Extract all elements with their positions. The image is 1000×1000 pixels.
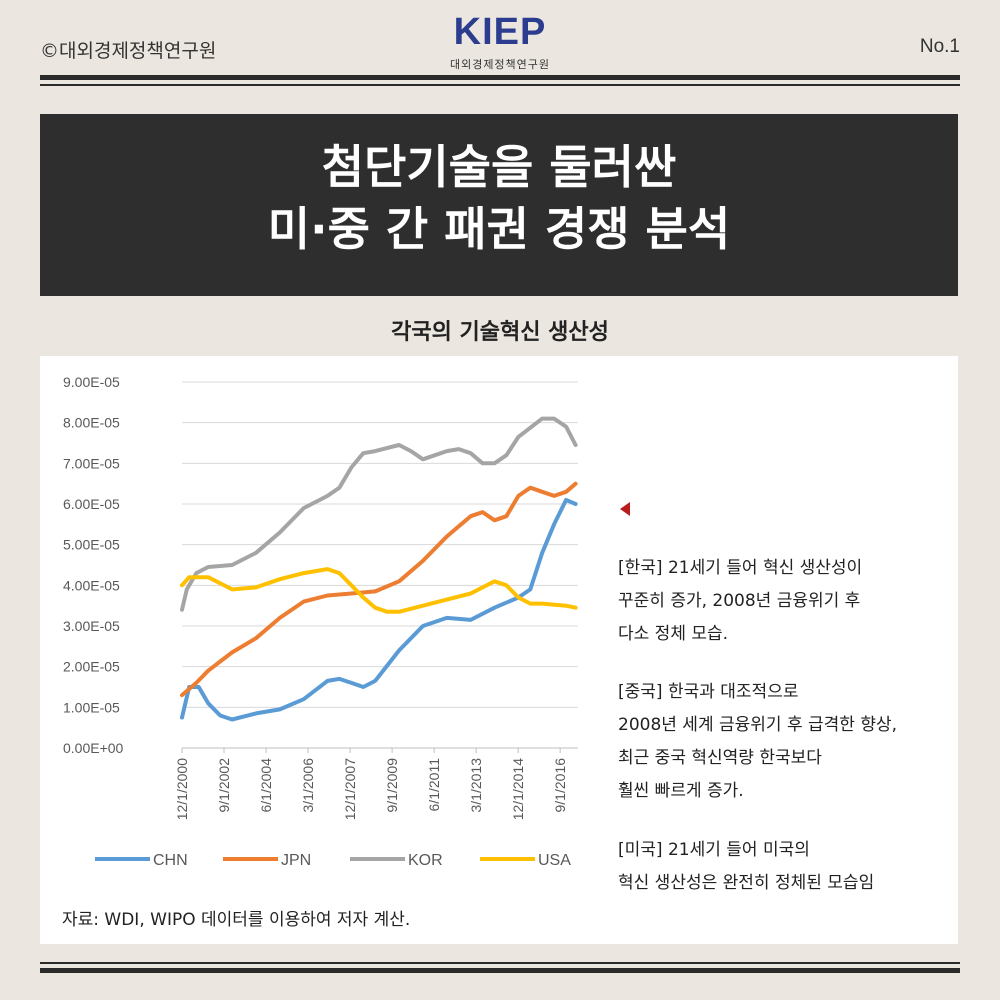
- logo-mark: KIEP: [453, 11, 547, 53]
- x-tick-label: 12/1/2007: [342, 758, 358, 820]
- x-tick-label: 9/1/2002: [216, 758, 232, 813]
- x-tick-label: 9/1/2016: [552, 758, 568, 813]
- note-line: [중국] 한국과 대조적으로: [618, 682, 799, 702]
- series-line-jpn: [180, 481, 578, 698]
- title-banner: 첨단기술을 둘러싼 미·중 간 패권 경쟁 분석: [40, 114, 958, 296]
- note-line: 2008년 세계 금융위기 후 급격한 향상,: [618, 715, 898, 735]
- note-line: 최근 중국 혁신역량 한국보다: [618, 748, 822, 768]
- note-line: 혁신 생산성은 완전히 정체된 모습임: [618, 873, 875, 893]
- x-tick-label: 6/1/2004: [258, 758, 274, 813]
- note-line: [미국] 21세기 들어 미국의: [618, 840, 810, 860]
- kiep-logo: KIEP 대외경제정책연구원: [420, 10, 580, 72]
- source-note: 자료: WDI, WIPO 데이터를 이용하여 저자 계산.: [62, 910, 411, 930]
- pointer-triangle-icon: [620, 502, 630, 516]
- y-tick-label: 2.00E-05: [63, 659, 120, 675]
- title-line-2: 미·중 간 패권 경쟁 분석: [267, 202, 731, 256]
- x-tick-label: 9/1/2009: [384, 758, 400, 813]
- chart-panel: [40, 356, 958, 944]
- y-tick-label: 5.00E-05: [63, 537, 120, 553]
- page-number: No.1: [919, 36, 960, 57]
- y-tick-label: 6.00E-05: [63, 496, 120, 512]
- y-tick-label: 0.00E+00: [63, 740, 124, 756]
- x-tick-label: 12/1/2014: [510, 758, 526, 820]
- bottom-divider-thin: [40, 962, 960, 964]
- note-line: 훨씬 빠르게 증가.: [618, 781, 744, 801]
- chart-subtitle: 각국의 기술혁신 생산성: [391, 320, 609, 345]
- legend-label-jpn: JPN: [281, 852, 311, 869]
- y-tick-label: 7.00E-05: [63, 455, 120, 471]
- note-line: 꾸준히 증가, 2008년 금융위기 후: [618, 591, 861, 611]
- top-divider-thin: [40, 84, 960, 86]
- note-usa: [미국] 21세기 들어 미국의 혁신 생산성은 완전히 정체된 모습임: [618, 834, 874, 900]
- x-tick-label: 6/1/2011: [426, 758, 442, 812]
- copyright-text: ©대외경제정책연구원: [40, 40, 217, 62]
- note-korea: [한국] 21세기 들어 혁신 생산성이 꾸준히 증가, 2008년 금융위기 …: [618, 552, 862, 651]
- x-tick-label: 3/1/2013: [468, 758, 484, 813]
- x-tick-label: 3/1/2006: [300, 758, 316, 813]
- y-tick-label: 4.00E-05: [63, 577, 120, 593]
- note-line: [한국] 21세기 들어 혁신 생산성이: [618, 558, 863, 578]
- series-line-kor: [180, 416, 578, 612]
- legend-label-kor: KOR: [408, 852, 443, 869]
- y-tick-label: 1.00E-05: [63, 699, 120, 715]
- note-china: [중국] 한국과 대조적으로 2008년 세계 금융위기 후 급격한 향상, 최…: [618, 676, 897, 808]
- legend-label-usa: USA: [538, 852, 571, 869]
- y-tick-label: 9.00E-05: [63, 374, 120, 390]
- legend-label-chn: CHN: [153, 852, 188, 869]
- y-tick-label: 8.00E-05: [63, 415, 120, 431]
- series-line-usa: [180, 567, 578, 614]
- x-tick-label: 12/1/2000: [174, 758, 190, 820]
- note-line: 다소 정체 모습.: [618, 624, 729, 644]
- logo-subtext: 대외경제정책연구원: [449, 58, 551, 71]
- bottom-divider-thick: [40, 968, 960, 973]
- title-line-1: 첨단기술을 둘러싼: [321, 140, 677, 194]
- series-line-chn: [180, 497, 578, 722]
- top-divider-thick: [40, 75, 960, 80]
- y-tick-label: 3.00E-05: [63, 618, 120, 634]
